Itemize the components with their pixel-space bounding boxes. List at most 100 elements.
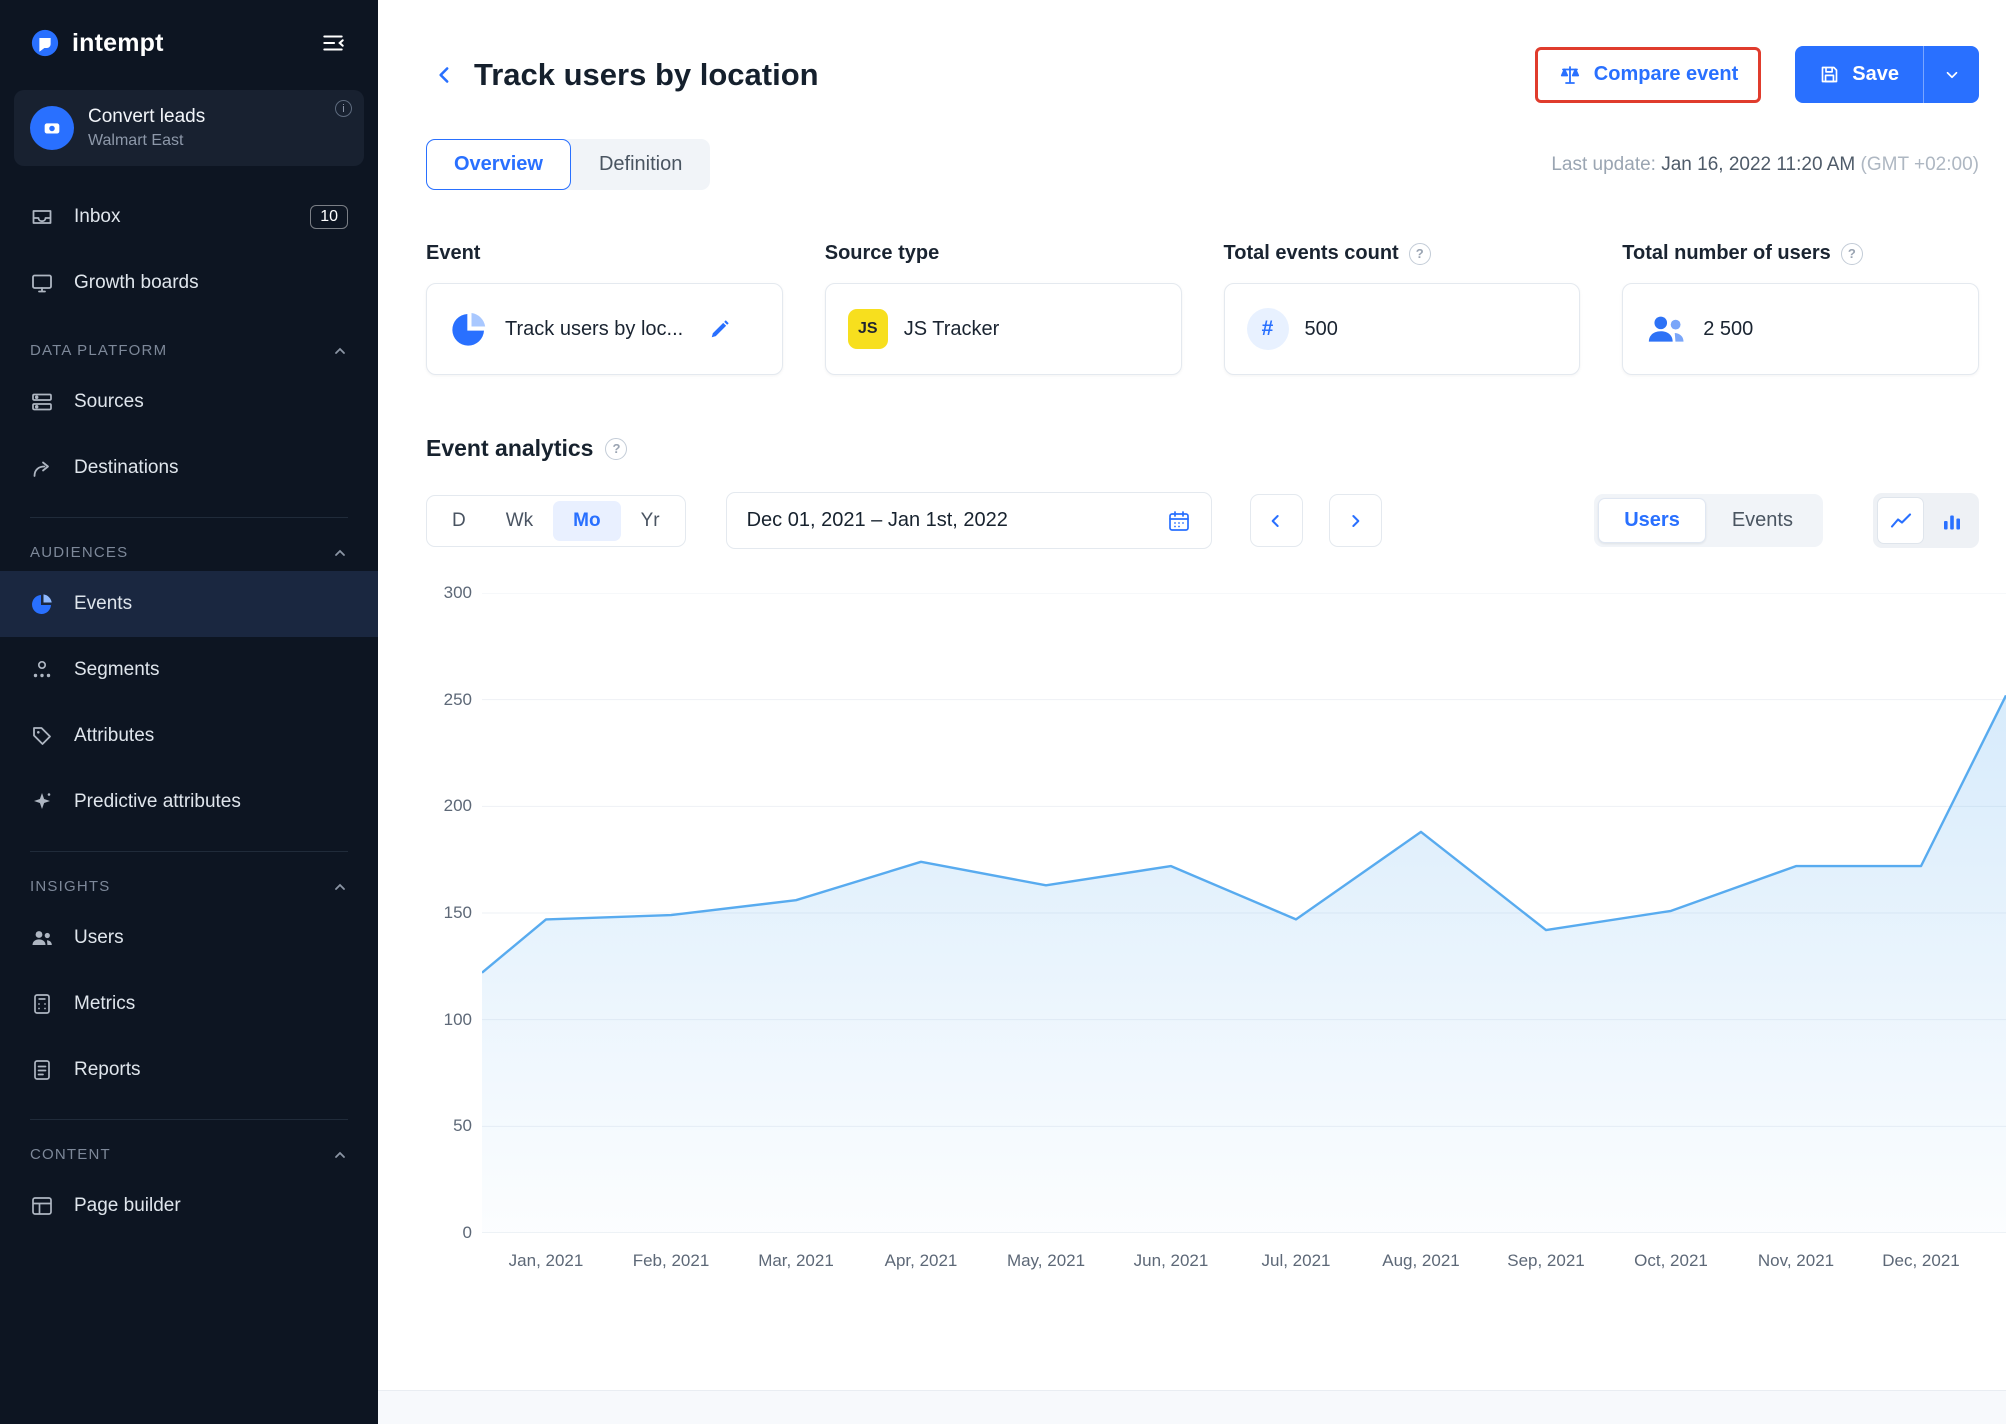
workspace-info-icon[interactable]: i	[335, 100, 352, 117]
sources-icon	[30, 390, 54, 414]
compare-event-button[interactable]: Compare event	[1541, 53, 1755, 96]
sidebar-nav: Inbox 10 Growth boards DATA PLATFORM Sou…	[0, 184, 378, 1239]
sidebar-item-label: Metrics	[74, 993, 136, 1014]
y-axis-label: 200	[443, 796, 472, 816]
events-count-label-row: Total events count ?	[1224, 242, 1581, 265]
y-axis-label: 300	[443, 583, 472, 602]
granularity-toggle: D Wk Mo Yr	[426, 494, 686, 547]
series-users[interactable]: Users	[1598, 498, 1706, 543]
sidebar-item-label: Destinations	[74, 457, 179, 478]
sidebar-item-users[interactable]: Users	[0, 905, 378, 971]
sidebar-divider	[30, 851, 348, 852]
granularity-month[interactable]: Mo	[553, 500, 621, 541]
brand-logo: intempt	[30, 28, 164, 58]
summary-cards: Event Track users by loc... Source type …	[426, 242, 1979, 375]
calendar-icon	[1168, 510, 1189, 531]
bar-chart-type-button[interactable]	[1928, 497, 1975, 544]
sidebar-item-label: Sources	[74, 391, 144, 412]
sidebar-item-sources[interactable]: Sources	[0, 369, 378, 435]
y-axis-label: 50	[453, 1116, 472, 1136]
sidebar-item-label: Attributes	[74, 725, 155, 746]
brand-name: intempt	[72, 28, 164, 57]
events-count-value: 500	[1304, 317, 1338, 340]
sidebar-item-page-builder[interactable]: Page builder	[0, 1173, 378, 1239]
section-header-audiences[interactable]: AUDIENCES	[0, 518, 378, 571]
line-chart-type-button[interactable]	[1877, 497, 1924, 544]
chevron-up-icon	[335, 1151, 345, 1158]
sidebar-item-metrics[interactable]: Metrics	[0, 971, 378, 1037]
date-range-picker[interactable]: Dec 01, 2021 – Jan 1st, 2022	[725, 492, 1212, 549]
compare-event-label: Compare event	[1593, 63, 1739, 85]
chevron-up-icon	[335, 347, 345, 354]
save-button[interactable]: Save	[1795, 46, 1923, 103]
help-icon[interactable]: ?	[1408, 242, 1431, 265]
tab-definition[interactable]: Definition	[598, 153, 683, 175]
next-period-button[interactable]	[1328, 494, 1382, 547]
workspace-icon	[30, 106, 74, 150]
workspace-subtitle: Walmart East	[88, 132, 184, 149]
section-label: INSIGHTS	[30, 878, 111, 895]
sidebar-item-label: Growth boards	[74, 272, 199, 293]
js-tracker-icon: JS	[847, 309, 888, 349]
granularity-day[interactable]: D	[452, 509, 466, 531]
sidebar-item-predictive-attributes[interactable]: Predictive attributes	[0, 769, 378, 835]
sparkle-icon	[30, 790, 54, 814]
sidebar-item-events[interactable]: Events	[0, 571, 378, 637]
workspace-title: Convert leads	[88, 106, 206, 127]
sidebar-item-segments[interactable]: Segments	[0, 637, 378, 703]
x-axis-labels: Jan, 2021 Feb, 2021 Mar, 2021 Apr, 2021 May,…	[426, 1251, 2006, 1291]
date-range-value: Dec 01, 2021 – Jan 1st, 2022	[746, 509, 1008, 531]
sidebar-item-label: Predictive attributes	[74, 791, 241, 812]
section-header-data-platform[interactable]: DATA PLATFORM	[0, 316, 378, 369]
last-update: Last update: Jan 16, 2022 11:20 AM (GMT …	[1551, 154, 1979, 176]
help-icon[interactable]: ?	[605, 437, 628, 460]
x-axis-label: Nov, 2021	[1757, 1251, 1835, 1270]
series-events[interactable]: Events	[1731, 509, 1793, 531]
area-chart	[482, 593, 2006, 1233]
edit-pencil-icon[interactable]	[709, 318, 731, 340]
section-header-content[interactable]: CONTENT	[0, 1120, 378, 1173]
x-axis-label: Oct, 2021	[1634, 1251, 1708, 1270]
workspace-selector[interactable]: Convert leads Walmart East i	[14, 90, 364, 166]
x-axis-label: Dec, 2021	[1882, 1251, 1960, 1270]
back-button[interactable]	[430, 60, 460, 90]
granularity-year[interactable]: Yr	[640, 509, 660, 531]
sidebar-item-inbox[interactable]: Inbox 10	[0, 184, 378, 250]
granularity-week[interactable]: Wk	[505, 509, 534, 531]
y-axis-label: 0	[462, 1223, 472, 1242]
tab-overview[interactable]: Overview	[426, 139, 571, 190]
sidebar-item-attributes[interactable]: Attributes	[0, 703, 378, 769]
save-dropdown-button[interactable]	[1923, 46, 1979, 103]
x-axis-label: May, 2021	[1006, 1251, 1086, 1270]
sidebar-item-label: Segments	[74, 659, 160, 680]
last-update-timezone: (GMT +02:00)	[1860, 153, 1979, 175]
x-axis-label: Aug, 2021	[1382, 1251, 1460, 1270]
x-axis-label: Mar, 2021	[758, 1251, 834, 1270]
sidebar-divider	[30, 1119, 348, 1120]
event-card-label-row: Event	[426, 242, 783, 265]
analytics-controls: D Wk Mo Yr Dec 01, 2021 – Jan 1st, 2022	[426, 492, 1979, 549]
section-header-insights[interactable]: INSIGHTS	[0, 852, 378, 905]
event-analytics-chart: 0 50 100 150 200 250 300 Jan, 2021 Feb, 2021 Mar…	[426, 583, 2006, 1303]
chevron-up-icon	[335, 883, 345, 890]
destinations-icon	[30, 456, 54, 480]
layout-icon	[30, 1194, 54, 1218]
line-chart-icon	[1890, 512, 1911, 528]
monitor-icon	[30, 271, 54, 295]
x-axis-label: Sep, 2021	[1507, 1251, 1585, 1270]
collapse-sidebar-icon[interactable]	[318, 28, 348, 58]
card-title: Event	[426, 242, 481, 264]
y-axis-label: 100	[443, 1009, 472, 1029]
help-icon[interactable]: ?	[1840, 242, 1863, 265]
sidebar-item-destinations[interactable]: Destinations	[0, 435, 378, 501]
sidebar-item-reports[interactable]: Reports	[0, 1037, 378, 1103]
pie-chart-icon	[30, 592, 54, 616]
x-axis-label: Jan, 2021	[508, 1251, 584, 1270]
users-count-value: 2 500	[1703, 317, 1754, 340]
x-axis-label: Feb, 2021	[632, 1251, 710, 1270]
sidebar-item-growth-boards[interactable]: Growth boards	[0, 250, 378, 316]
y-axis-label: 250	[443, 689, 472, 709]
previous-period-button[interactable]	[1249, 494, 1303, 547]
inbox-count-badge: 10	[310, 205, 348, 229]
